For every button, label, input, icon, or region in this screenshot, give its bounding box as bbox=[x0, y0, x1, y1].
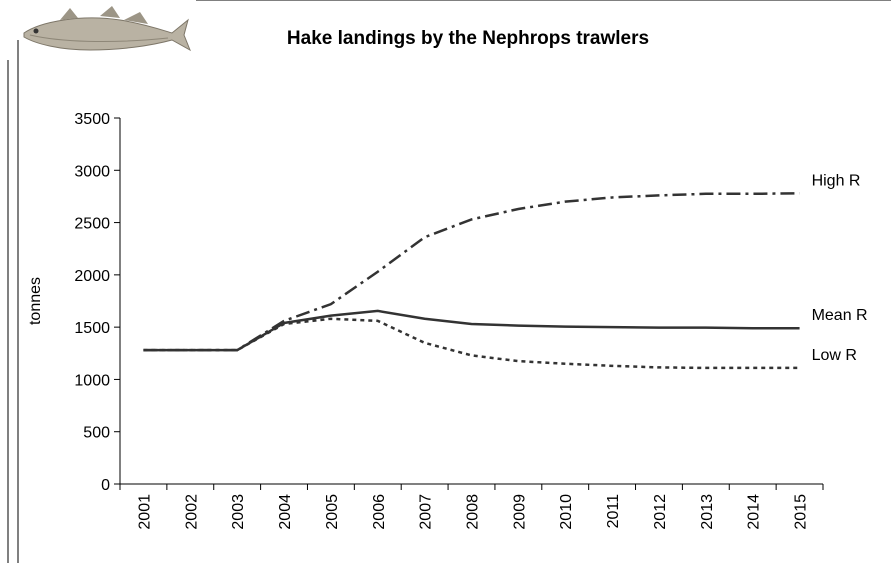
x-tick-label: 2007 bbox=[418, 494, 435, 530]
y-tick-label: 2500 bbox=[74, 216, 110, 233]
x-tick-label: 2008 bbox=[465, 494, 482, 530]
y-tick-label: 3000 bbox=[74, 163, 110, 180]
series-line bbox=[143, 317, 800, 370]
y-tick-label: 1500 bbox=[74, 320, 110, 337]
x-tick-label: 2002 bbox=[183, 494, 200, 530]
x-tick-label: 2001 bbox=[136, 494, 153, 530]
y-axis-label: tonnes bbox=[27, 277, 44, 325]
x-tick-label: 2011 bbox=[605, 494, 622, 529]
x-tick-label: 2012 bbox=[652, 494, 669, 530]
series-label: Low R bbox=[812, 347, 857, 364]
x-tick-label: 2006 bbox=[371, 494, 388, 530]
series-label: High R bbox=[812, 172, 861, 189]
x-tick-label: 2013 bbox=[699, 494, 716, 530]
y-tick-label: 2000 bbox=[74, 268, 110, 285]
x-tick-label: 2009 bbox=[511, 494, 528, 530]
x-tick-label: 2004 bbox=[277, 494, 294, 530]
y-tick-label: 1000 bbox=[74, 372, 110, 389]
y-tick-label: 3500 bbox=[74, 111, 110, 128]
series-label: Mean R bbox=[812, 307, 868, 324]
y-tick-label: 500 bbox=[83, 425, 110, 442]
x-tick-label: 2015 bbox=[793, 494, 810, 530]
y-tick-label: 0 bbox=[101, 477, 110, 494]
series-line bbox=[143, 309, 800, 352]
x-tick-label: 2010 bbox=[558, 494, 575, 530]
fish-illustration bbox=[23, 6, 191, 52]
x-tick-label: 2014 bbox=[746, 494, 763, 530]
x-tick-label: 2003 bbox=[230, 494, 247, 530]
chart-title: Hake landings by the Nephrops trawlers bbox=[287, 28, 649, 49]
x-tick-label: 2005 bbox=[324, 494, 341, 530]
